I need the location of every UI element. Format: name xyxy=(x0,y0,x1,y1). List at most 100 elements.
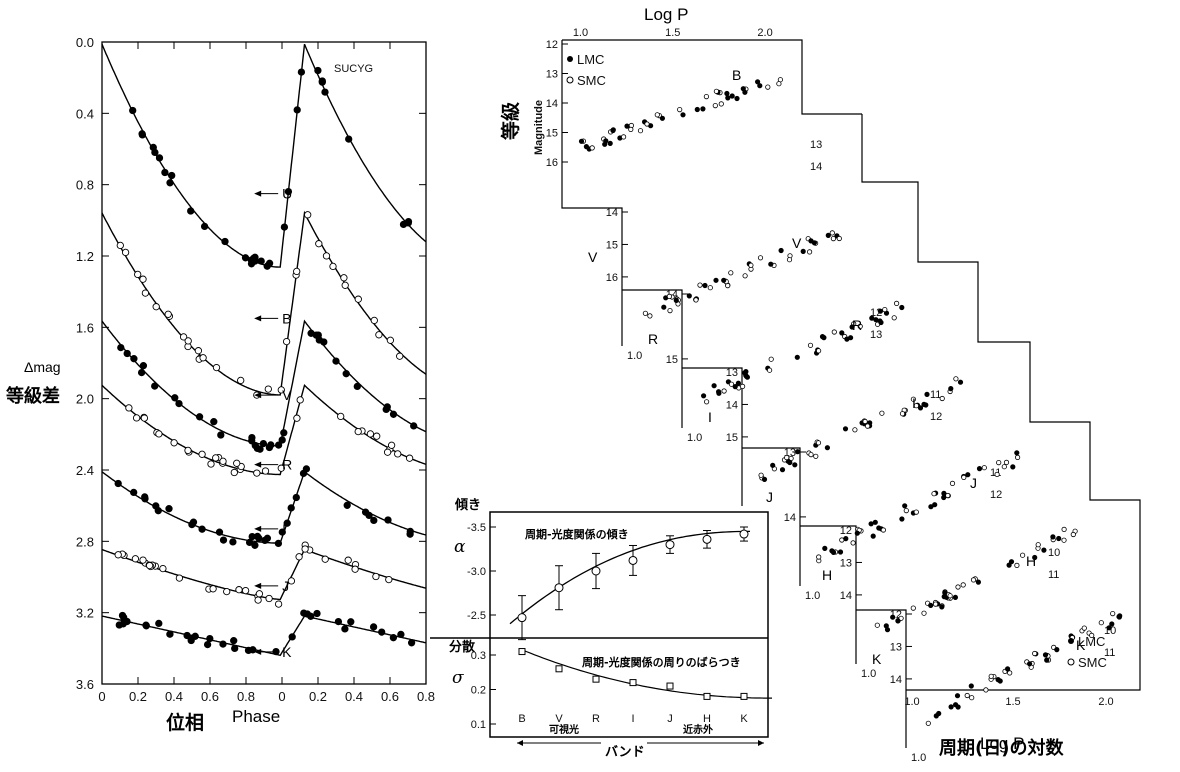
logp-tick-label: 1.0 xyxy=(627,350,642,362)
data-point-r xyxy=(293,414,301,422)
data-point-i xyxy=(283,519,291,527)
data-point-b xyxy=(386,336,395,344)
pl-point-j xyxy=(931,491,937,497)
data-point-r xyxy=(212,454,220,462)
pl-point-i xyxy=(910,396,917,402)
pl-point-v xyxy=(808,238,814,244)
slope-point xyxy=(665,540,675,550)
panel-tick-label: 14 xyxy=(784,512,796,524)
visible-label: 可視光 xyxy=(549,723,579,736)
data-point-j xyxy=(385,575,393,584)
pl-point-i xyxy=(864,423,871,429)
band-label-v: V xyxy=(282,387,292,403)
data-point-k xyxy=(142,622,150,630)
band-arrow-head xyxy=(254,315,262,322)
pl-point-v xyxy=(786,257,793,263)
pl-point-r xyxy=(847,335,854,341)
pl-point-r xyxy=(821,334,827,341)
pl-point-j xyxy=(899,516,905,522)
pl-point-r xyxy=(716,390,722,396)
data-point-u xyxy=(251,257,259,265)
x-tick-label: 0.6 xyxy=(381,689,399,704)
data-point-v xyxy=(320,338,328,346)
smc-marker xyxy=(1067,658,1075,666)
panel-tick-label: 12 xyxy=(840,525,852,537)
pl-point-h xyxy=(910,605,916,611)
data-point-r xyxy=(170,439,178,447)
slope-point xyxy=(517,613,527,623)
data-point-v xyxy=(210,418,218,426)
pl-point-i xyxy=(852,427,858,433)
data-point-v xyxy=(382,405,390,414)
pl-point-i xyxy=(794,449,801,455)
pl-point-v xyxy=(721,277,727,283)
pl-point-k xyxy=(983,687,989,693)
data-point-r xyxy=(373,432,381,440)
pl-point-v xyxy=(830,236,837,242)
data-point-r xyxy=(394,450,402,458)
data-point-u xyxy=(161,168,169,177)
panel-band-label-left: I xyxy=(708,409,712,425)
data-point-b xyxy=(184,337,192,345)
pl-point-k xyxy=(1042,652,1049,658)
pl-point-j xyxy=(1014,450,1020,456)
data-point-k xyxy=(397,630,405,639)
data-point-r xyxy=(366,430,375,438)
pl-point-j xyxy=(1014,454,1021,460)
scatter-point xyxy=(703,692,711,700)
panel-band-label-left: K xyxy=(872,651,882,667)
pl-point-j xyxy=(868,521,874,527)
panel-band-label: V xyxy=(792,235,802,251)
band-label: バンド xyxy=(605,745,645,760)
data-point-i xyxy=(152,502,160,510)
pl-point-i xyxy=(824,445,831,451)
pl-point-h xyxy=(928,602,934,609)
slope-point xyxy=(591,566,601,576)
data-point-j xyxy=(159,564,167,573)
data-point-u xyxy=(314,66,322,75)
pl-point-v xyxy=(702,282,708,289)
band-category-label: I xyxy=(631,713,634,725)
data-point-b xyxy=(370,316,378,325)
data-point-i xyxy=(130,488,138,497)
slope-point xyxy=(554,583,564,593)
data-point-v xyxy=(117,343,125,352)
x-tick-label: 0.8 xyxy=(237,689,255,704)
pl-point-r xyxy=(728,381,735,387)
pl-point-b xyxy=(589,145,595,151)
pl-point-r xyxy=(878,319,884,326)
pl-point-b xyxy=(757,83,763,89)
data-point-b xyxy=(199,354,207,362)
y-tick-label: 3.2 xyxy=(76,606,94,621)
data-point-b xyxy=(322,252,331,260)
data-point-b xyxy=(304,211,312,219)
data-point-b xyxy=(396,352,404,360)
data-point-u xyxy=(321,88,329,96)
panel-band-label: B xyxy=(732,67,741,83)
data-point-v xyxy=(123,349,131,358)
slope-tick-label: -3.0 xyxy=(467,566,486,578)
data-point-v xyxy=(267,441,275,449)
pl-point-j xyxy=(913,509,919,515)
pl-point-j xyxy=(876,525,882,531)
magnitude-jp-label: 等級 xyxy=(499,102,522,141)
pl-point-v xyxy=(673,297,679,303)
x-tick-label: 0.6 xyxy=(201,689,219,704)
curve-i xyxy=(101,470,427,544)
pl-point-r xyxy=(794,354,800,360)
band-label-i: I xyxy=(282,521,286,537)
data-point-v xyxy=(353,382,361,391)
panel-band-label: J xyxy=(970,475,977,491)
phase-label: Phase xyxy=(232,707,280,726)
band-category-label: H xyxy=(703,713,711,725)
pl-point-h xyxy=(1035,542,1041,548)
slope-point xyxy=(739,529,749,539)
pl-point-r xyxy=(849,324,855,330)
panel-tick-label: 16 xyxy=(546,157,558,169)
pl-point-i xyxy=(917,405,924,411)
panel-band-label-left: R xyxy=(648,331,658,347)
pl-point-h xyxy=(952,594,959,601)
data-point-u xyxy=(318,78,326,86)
pl-point-j xyxy=(1010,464,1016,470)
